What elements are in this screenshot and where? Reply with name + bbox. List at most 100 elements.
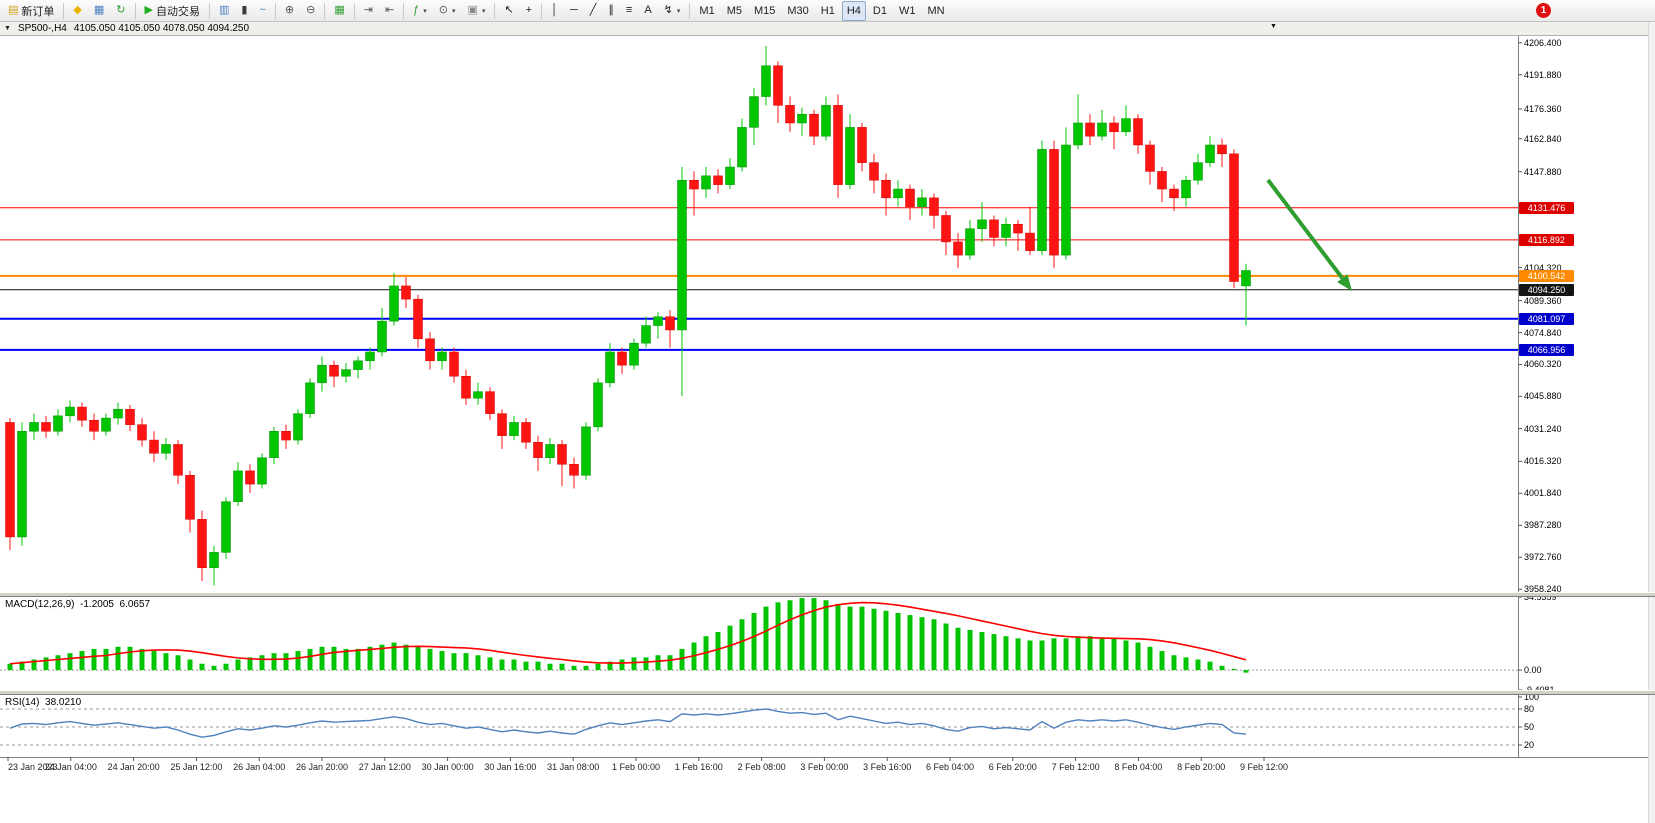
crosshair-button[interactable]: + [521, 1, 537, 21]
vertical-line-button[interactable]: │ [546, 1, 563, 21]
horizontal-line-icon: ─ [569, 4, 578, 16]
toolbar-separator [63, 2, 65, 19]
price-badge: 4131.476 [1519, 201, 1574, 214]
periods-button[interactable]: ⊙ ▾ [434, 1, 461, 21]
chart-window-titlebar[interactable]: ▼ SP500-,H4 4105.050 4105.050 4078.050 4… [0, 22, 1655, 36]
vertical-scrollbar[interactable] [1648, 22, 1655, 823]
macd-axis-label: 0.00 [1524, 665, 1542, 676]
channel-button[interactable]: ∥ [603, 1, 619, 21]
pane-borders [0, 36, 1655, 761]
date-axis-label: 26 Jan 20:00 [295, 762, 349, 772]
line-chart-type-button[interactable]: ~ [254, 1, 270, 21]
date-axis-label: 24 Jan 20:00 [107, 762, 160, 772]
macd-pane-splitter[interactable] [0, 592, 1655, 597]
price-axis-label: 4060.320 [1524, 359, 1562, 370]
zoom-out-button[interactable]: ⊖ [301, 1, 320, 21]
auto-scroll-icon: ⇥ [363, 4, 373, 16]
toolbar-separator [208, 2, 210, 19]
window-menu-icon[interactable]: ▼ [1270, 23, 1277, 30]
date-axis-label: 7 Feb 12:00 [1051, 762, 1100, 772]
candlestick-chart-type-button[interactable]: ▮ [236, 1, 252, 21]
bar-chart-type-icon: ▥ [218, 4, 230, 16]
date-axis-label: 30 Jan 00:00 [421, 762, 474, 772]
price-badge: 4094.250 [1519, 283, 1574, 296]
zoom-in-icon: ⊕ [284, 4, 295, 16]
data-window-icon-button[interactable]: ▦ [89, 1, 109, 21]
macd-main-value: -1.2005 [80, 599, 114, 610]
price-axis[interactable] [0, 0, 137, 721]
indicators-button[interactable]: ƒ ▾ [408, 1, 432, 21]
auto-trading-button-label: 自动交易 [155, 5, 200, 18]
collapse-icon[interactable]: ▼ [4, 25, 11, 32]
refresh-icon-button[interactable]: ↻ [111, 1, 130, 21]
fibonacci-button[interactable]: ≡ [621, 1, 637, 21]
timeframe-h4-button[interactable]: H4 [841, 0, 866, 21]
bar-chart-type-button[interactable]: ▥ [214, 1, 234, 21]
timeframe-m5-button-label: M5 [726, 4, 742, 17]
metaeditor-icon-button[interactable]: ◆ [68, 1, 86, 21]
new-order-button[interactable]: ▤ 新订单 [3, 1, 59, 21]
auto-scroll-button[interactable]: ⇥ [359, 1, 378, 21]
periods-icon: ⊙ [438, 4, 449, 16]
trendline-button[interactable]: ╱ [585, 1, 602, 21]
date-axis-label: 1 Feb 00:00 [611, 762, 661, 772]
candles [5, 45, 1251, 586]
toolbar-separator [541, 2, 543, 19]
price-axis-label: 4162.840 [1524, 133, 1562, 144]
timeframe-h4-button-label: H4 [846, 4, 861, 17]
date-axis-label: 23 Jan 2023 [8, 762, 58, 772]
line-chart-type-icon: ~ [259, 4, 266, 16]
toolbar-separator [403, 2, 405, 19]
text-button[interactable]: A [639, 1, 656, 21]
timeframe-d1-button[interactable]: D1 [868, 1, 892, 21]
timeframe-m30-button[interactable]: M30 [782, 1, 813, 21]
timeframe-m5-button[interactable]: M5 [722, 1, 747, 21]
date-axis-label: 30 Jan 16:00 [484, 762, 537, 772]
price-axis-label: 4074.840 [1524, 327, 1562, 338]
tile-windows-button[interactable]: ▦ [329, 1, 349, 21]
timeframe-m30-button-label: M30 [787, 4, 809, 17]
notification-badge[interactable]: 1 [1536, 3, 1551, 18]
price-axis-label: 4031.240 [1524, 423, 1562, 434]
rsi-pane-splitter[interactable] [0, 690, 1655, 695]
timeframe-m15-button[interactable]: M15 [749, 1, 780, 21]
auto-trading-button[interactable]: ▶ 自动交易 [140, 1, 205, 21]
price-axis-label: 4089.360 [1524, 295, 1562, 306]
drawn-arrow-annotation[interactable] [1266, 178, 1352, 291]
date-axis-label: 8 Feb 04:00 [1114, 762, 1163, 772]
macd-pane [0, 598, 1518, 673]
toolbar-separator [274, 2, 276, 19]
indicators-icon: ƒ [413, 4, 420, 16]
timeframe-m1-button[interactable]: M1 [694, 1, 719, 21]
price-axis-label: 4001.840 [1524, 488, 1562, 499]
date-axis-label: 24 Jan 04:00 [44, 762, 97, 772]
price-axis-label: 4045.880 [1524, 391, 1562, 402]
macd-axis-label: 34.5359 [1524, 592, 1557, 602]
toolbar-separator [494, 2, 496, 19]
arrows-icon: ↯ [663, 4, 673, 16]
rsi-axis-label: 20 [1524, 740, 1535, 750]
chart-shift-button[interactable]: ⇤ [380, 1, 399, 21]
horizontal-line-button[interactable]: ─ [565, 1, 583, 21]
horizontal-level-lines [0, 207, 1518, 351]
fibonacci-icon: ≡ [625, 4, 633, 16]
rsi-value: 38.0210 [45, 697, 82, 708]
timeframe-mn-button-label: MN [927, 4, 945, 17]
channel-icon: ∥ [608, 4, 614, 16]
date-axis-label: 3 Feb 00:00 [800, 762, 849, 772]
rsi-axis-label: 100 [1524, 692, 1540, 702]
date-axis-label: 27 Jan 12:00 [358, 762, 411, 772]
date-axis-label: 26 Jan 04:00 [233, 762, 286, 772]
timeframe-w1-button[interactable]: W1 [894, 1, 921, 21]
zoom-in-button[interactable]: ⊕ [280, 1, 299, 21]
vertical-line-icon: │ [551, 4, 558, 16]
templates-button[interactable]: ▣ ▾ [463, 1, 491, 21]
cursor-button[interactable]: ↖ [499, 1, 518, 21]
timeframe-h1-button[interactable]: H1 [816, 1, 840, 21]
price-axis-label: 4191.880 [1524, 69, 1562, 80]
arrows-button[interactable]: ↯ ▾ [659, 1, 686, 21]
timeframe-mn-button[interactable]: MN [922, 1, 949, 21]
price-badge: 4100.542 [1519, 269, 1574, 282]
